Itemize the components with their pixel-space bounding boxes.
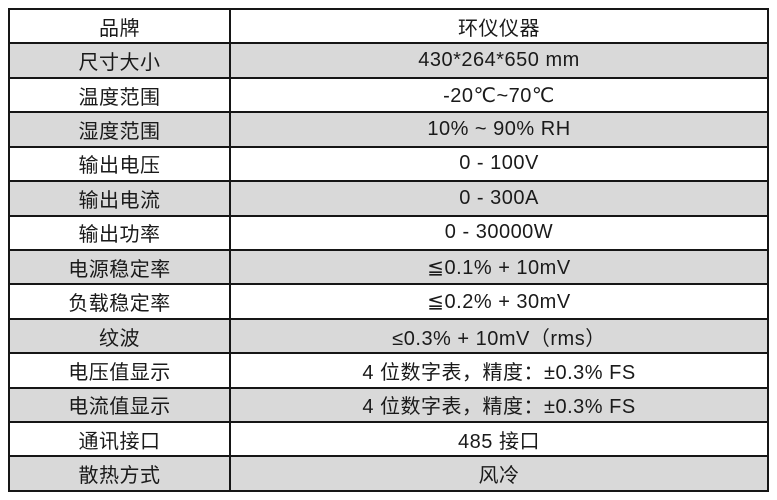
- table-row: 散热方式 风冷: [8, 455, 769, 492]
- spec-value-cell: 4 位数字表，精度：±0.3% FS: [229, 386, 769, 424]
- spec-label-cell: 品牌: [8, 7, 231, 45]
- spec-label-cell: 通讯接口: [8, 421, 231, 458]
- spec-label-cell: 温度范围: [8, 76, 231, 114]
- spec-table: 品牌 环仪仪器 尺寸大小 430*264*650 mm 温度范围 -20℃~70…: [8, 7, 769, 492]
- table-row: 负载稳定率 ≦0.2% + 30mV: [8, 283, 769, 320]
- spec-value-cell: 0 - 30000W: [229, 214, 769, 251]
- spec-label-cell: 负载稳定率: [8, 283, 231, 320]
- table-row: 湿度范围 10% ~ 90% RH: [8, 111, 769, 148]
- spec-value-cell: -20℃~70℃: [229, 76, 769, 114]
- table-row: 品牌 环仪仪器: [8, 7, 769, 45]
- table-row: 温度范围 -20℃~70℃: [8, 76, 769, 114]
- spec-table-container: 品牌 环仪仪器 尺寸大小 430*264*650 mm 温度范围 -20℃~70…: [8, 7, 769, 492]
- spec-value-cell: 0 - 300A: [229, 180, 769, 217]
- spec-value-cell: 风冷: [229, 455, 769, 492]
- table-row: 输出电压 0 - 100V: [8, 145, 769, 183]
- spec-label-cell: 湿度范围: [8, 111, 231, 148]
- spec-value-cell: 485 接口: [229, 421, 769, 458]
- spec-label-cell: 输出功率: [8, 214, 231, 251]
- spec-label-cell: 电源稳定率: [8, 248, 231, 286]
- spec-value-cell: 环仪仪器: [229, 7, 769, 45]
- table-row: 输出电流 0 - 300A: [8, 180, 769, 217]
- spec-value-cell: ≤0.3% + 10mV（rms）: [229, 317, 769, 355]
- spec-value-cell: 430*264*650 mm: [229, 42, 769, 79]
- spec-label-cell: 电压值显示: [8, 352, 231, 389]
- spec-value-cell: ≦0.2% + 30mV: [229, 283, 769, 320]
- table-row: 电压值显示 4 位数字表，精度：±0.3% FS: [8, 352, 769, 389]
- spec-value-cell: 10% ~ 90% RH: [229, 111, 769, 148]
- spec-value-cell: 4 位数字表，精度：±0.3% FS: [229, 352, 769, 389]
- spec-label-cell: 尺寸大小: [8, 42, 231, 79]
- spec-value-cell: ≦0.1% + 10mV: [229, 248, 769, 286]
- spec-label-cell: 输出电压: [8, 145, 231, 183]
- table-row: 输出功率 0 - 30000W: [8, 214, 769, 251]
- table-row: 纹波 ≤0.3% + 10mV（rms）: [8, 317, 769, 355]
- table-row: 尺寸大小 430*264*650 mm: [8, 42, 769, 79]
- spec-label-cell: 输出电流: [8, 180, 231, 217]
- table-row: 电源稳定率 ≦0.1% + 10mV: [8, 248, 769, 286]
- spec-label-cell: 散热方式: [8, 455, 231, 492]
- spec-value-cell: 0 - 100V: [229, 145, 769, 183]
- spec-label-cell: 电流值显示: [8, 386, 231, 424]
- table-row: 电流值显示 4 位数字表，精度：±0.3% FS: [8, 386, 769, 424]
- spec-label-cell: 纹波: [8, 317, 231, 355]
- table-row: 通讯接口 485 接口: [8, 421, 769, 458]
